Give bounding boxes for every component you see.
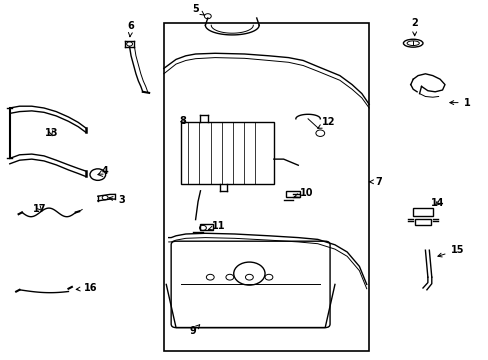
Text: 17: 17 bbox=[33, 204, 47, 214]
Text: 14: 14 bbox=[430, 198, 444, 208]
Bar bbox=[163, 23, 368, 351]
Text: 7: 7 bbox=[369, 177, 382, 187]
Bar bbox=[412, 208, 432, 216]
Text: 6: 6 bbox=[127, 21, 134, 37]
Bar bbox=[200, 224, 212, 230]
Text: 5: 5 bbox=[192, 4, 204, 15]
Text: 11: 11 bbox=[208, 221, 225, 231]
Bar bbox=[285, 191, 299, 197]
Text: 12: 12 bbox=[317, 117, 335, 129]
Text: 2: 2 bbox=[410, 18, 417, 36]
Bar bbox=[181, 122, 273, 184]
Text: 16: 16 bbox=[76, 283, 97, 293]
Text: 9: 9 bbox=[189, 325, 200, 336]
Text: 10: 10 bbox=[294, 188, 313, 198]
Text: 3: 3 bbox=[109, 195, 124, 205]
Text: 8: 8 bbox=[179, 116, 185, 126]
Text: 1: 1 bbox=[449, 98, 469, 108]
Text: 15: 15 bbox=[437, 245, 463, 257]
Text: 13: 13 bbox=[44, 128, 58, 138]
Text: 4: 4 bbox=[99, 166, 108, 176]
Bar bbox=[414, 219, 430, 225]
